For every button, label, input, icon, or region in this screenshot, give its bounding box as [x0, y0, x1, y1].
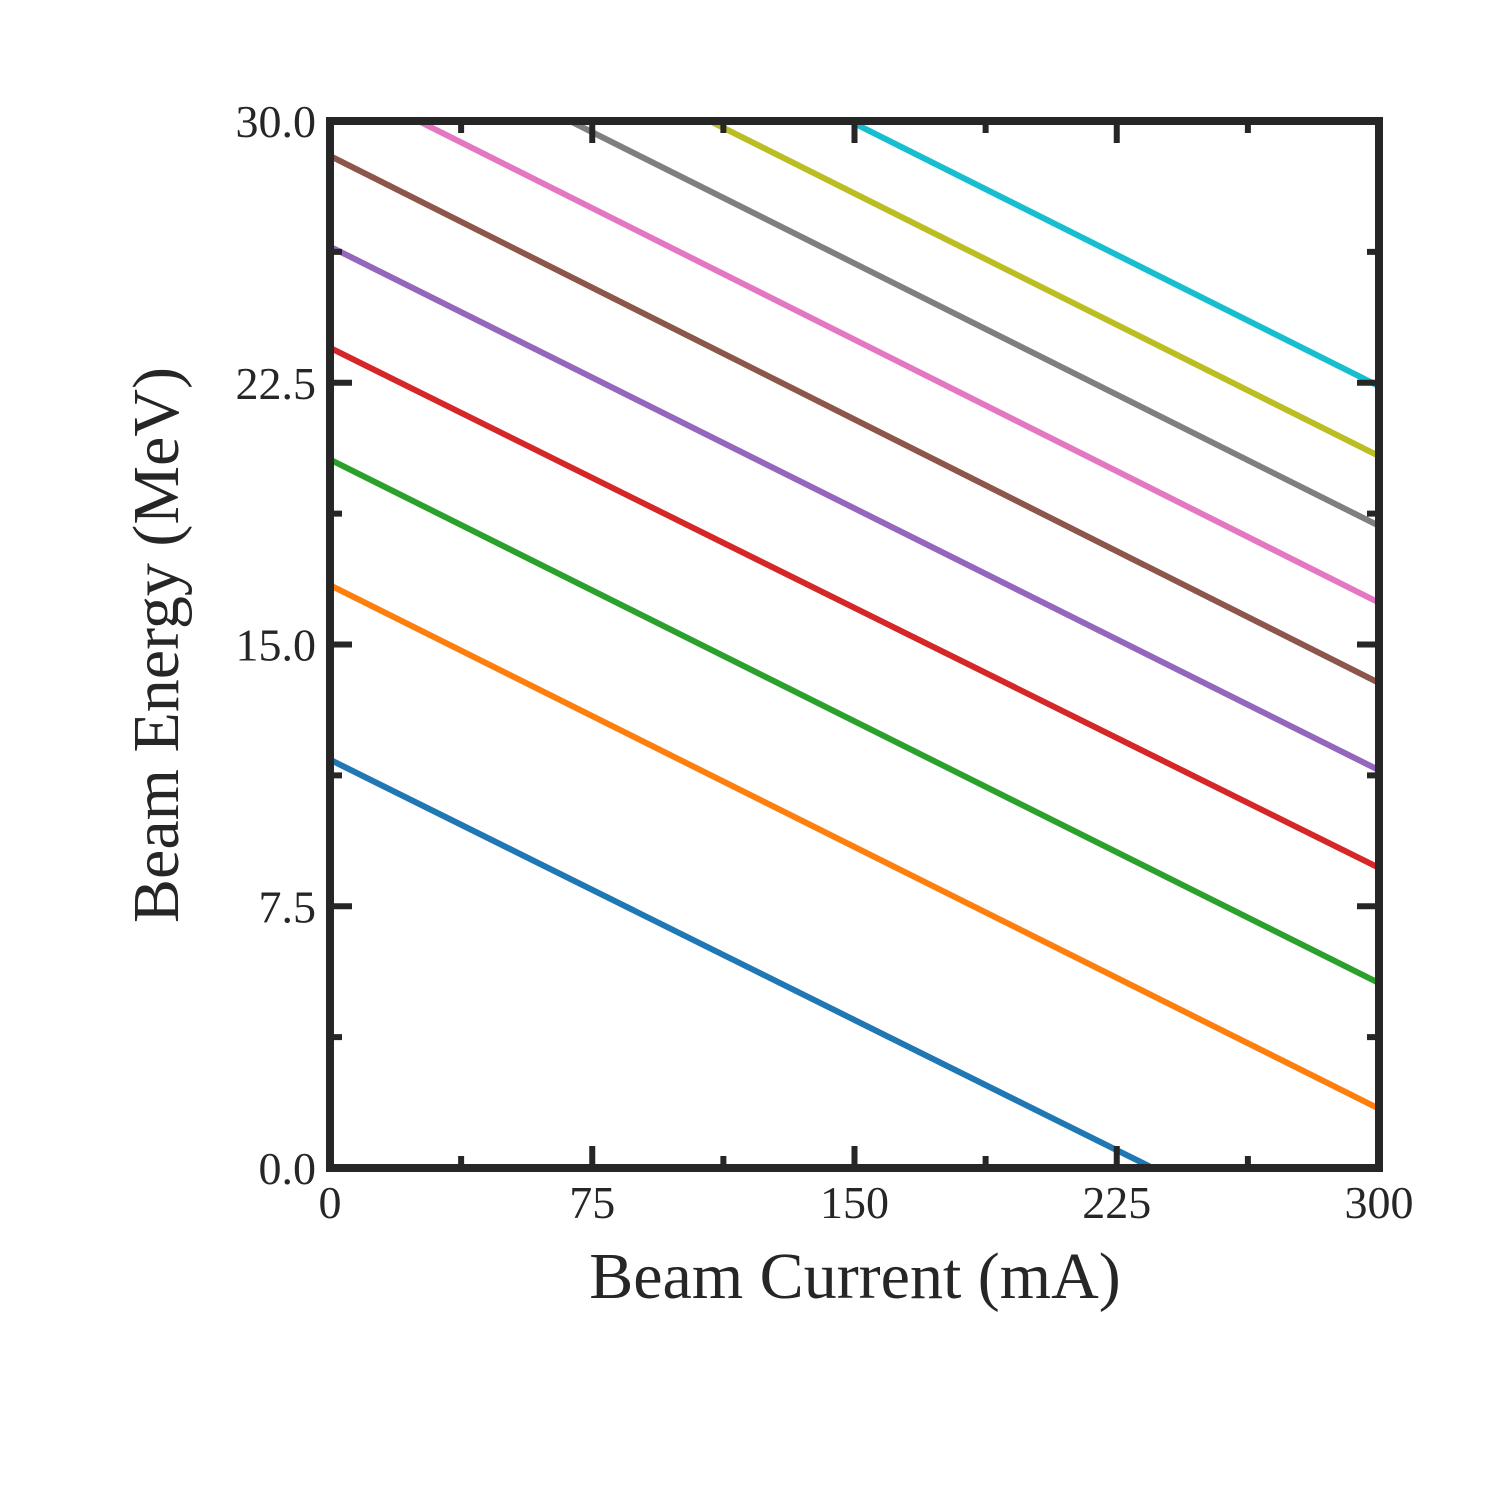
- x-tick-label: 0: [319, 1177, 342, 1228]
- x-axis-label: Beam Current (mA): [589, 1240, 1121, 1313]
- x-tick-label: 75: [569, 1177, 615, 1228]
- y-tick-label: 22.5: [236, 358, 317, 409]
- plot-frame: [326, 117, 1383, 1172]
- series-line-2: [328, 582, 1381, 1112]
- y-tick-label: 7.5: [259, 881, 317, 932]
- x-tick-label: 300: [1345, 1177, 1414, 1228]
- tick-labels: 0 75 150 225 300 0.0 7.5 15.0 22.5 30.0: [236, 96, 1414, 1228]
- x-tick-label: 225: [1082, 1177, 1151, 1228]
- series-line-10: [848, 118, 1381, 389]
- series-layer: [328, 118, 1381, 1171]
- x-tick-label: 150: [820, 1177, 889, 1228]
- series-line-9: [708, 118, 1381, 459]
- y-tick-label: 0.0: [259, 1143, 317, 1194]
- series-line-5: [328, 243, 1381, 773]
- y-tick-label: 30.0: [236, 96, 317, 147]
- series-line-7: [417, 118, 1381, 606]
- series-line-8: [568, 118, 1381, 529]
- y-axis-label: Beam Energy (MeV): [120, 367, 193, 923]
- series-line-3: [328, 456, 1381, 986]
- y-tick-label: 15.0: [236, 620, 317, 671]
- series-line-4: [328, 345, 1381, 871]
- ticks-layer: [327, 118, 1382, 1171]
- series-line-6: [328, 153, 1381, 686]
- series-line-1: [328, 756, 1155, 1171]
